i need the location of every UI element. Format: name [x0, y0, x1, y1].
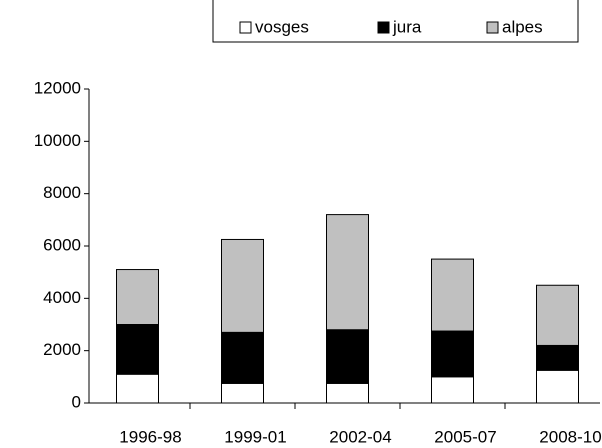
x-tick-label: 2002-04: [329, 427, 391, 446]
bar-segment: [221, 382, 264, 404]
bar-segment: [326, 382, 369, 404]
y-tick-label: 0: [72, 392, 81, 411]
bar-segment: [116, 269, 159, 325]
bar-segment: [221, 238, 264, 333]
legend-swatch: [239, 21, 252, 34]
x-tick-label: 1996-98: [119, 427, 181, 446]
y-tick-label: 6000: [43, 235, 81, 254]
x-tick-label: 2008-10: [539, 427, 601, 446]
legend-label: jura: [392, 17, 422, 36]
y-tick-label: 10000: [34, 131, 81, 150]
x-tick-label: 2005-07: [434, 427, 496, 446]
legend-box: [212, 0, 579, 43]
legend-swatch: [486, 21, 499, 34]
legend-label: alpes: [502, 17, 543, 36]
bar-segment: [116, 373, 159, 404]
bar-segment: [431, 376, 474, 404]
bar-segment: [431, 258, 474, 332]
y-tick-label: 8000: [43, 183, 81, 202]
bar-segment: [536, 284, 579, 346]
bar-segment: [326, 329, 369, 384]
y-tick-label: 4000: [43, 288, 81, 307]
bar-segment: [326, 214, 369, 331]
legend-swatch: [377, 21, 390, 34]
bar-segment: [221, 331, 264, 384]
bar-segment: [431, 330, 474, 378]
bar-segment: [116, 324, 159, 375]
bar-segment: [536, 344, 579, 371]
x-tick-label: 1999-01: [224, 427, 286, 446]
y-tick-label: 2000: [43, 340, 81, 359]
bar-segment: [536, 369, 579, 404]
y-tick-label: 12000: [34, 78, 81, 97]
legend-label: vosges: [255, 17, 309, 36]
